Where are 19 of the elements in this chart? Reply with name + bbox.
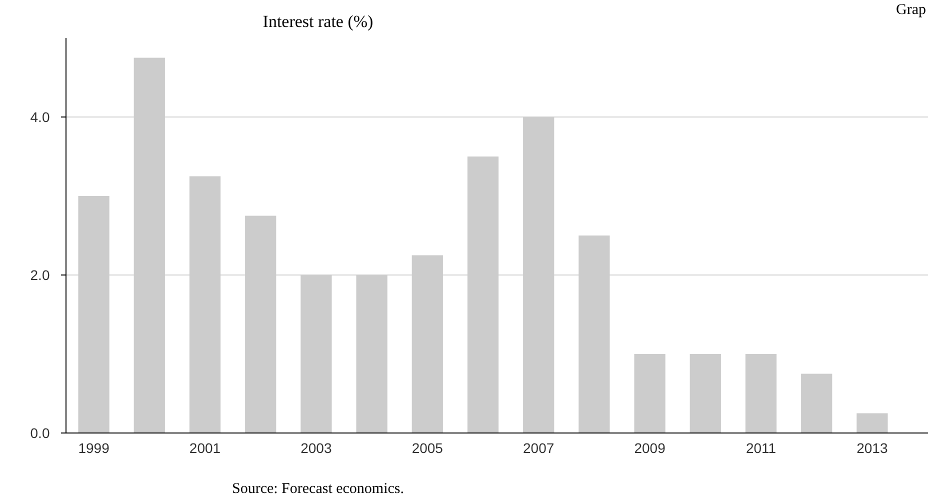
- x-tick-label: 2007: [523, 440, 554, 456]
- chart-title: Interest rate (%): [262, 12, 374, 31]
- bar: [690, 354, 721, 433]
- y-tick-label: 0.0: [30, 424, 50, 441]
- x-tick-label: 2005: [412, 440, 444, 456]
- x-tick-label: 2003: [300, 440, 332, 456]
- x-tick-label: 2001: [189, 440, 221, 456]
- x-tick-label: 2011: [746, 440, 776, 456]
- x-tick-label: 2013: [856, 440, 888, 456]
- text: Grap: [896, 2, 926, 18]
- bar: [745, 354, 777, 433]
- bar: [801, 374, 832, 433]
- bar: [634, 354, 666, 433]
- x-tick-label: 1999: [78, 440, 110, 456]
- y-tick-label: 4.0: [30, 108, 50, 125]
- source-note: Source: Forecast economics.: [232, 481, 404, 497]
- y-tick-label: 2.0: [30, 266, 50, 283]
- x-tick-label: 2009: [634, 440, 666, 456]
- bar: [856, 413, 888, 433]
